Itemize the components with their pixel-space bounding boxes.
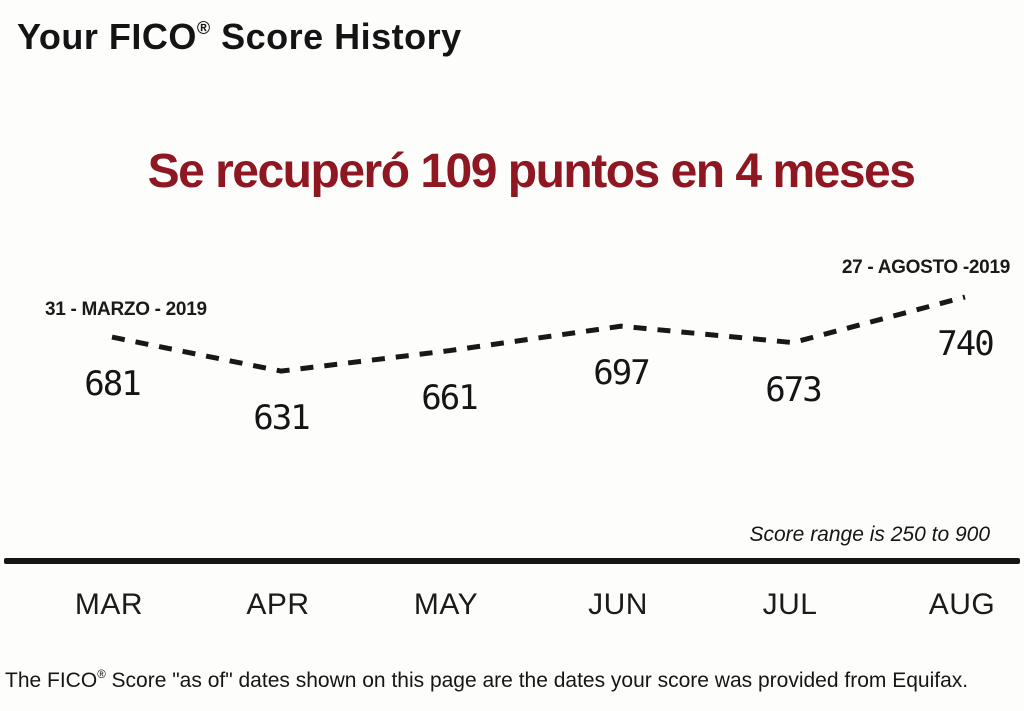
- annotation-start-date: 31 - MARZO - 2019: [45, 299, 207, 320]
- month-label: AUG: [928, 588, 996, 621]
- score-value-label: 631: [253, 398, 310, 439]
- headline-recovery-text: Se recuperó 109 puntos en 4 meses: [147, 145, 916, 198]
- score-value-label: 681: [84, 364, 141, 405]
- annotation-end-date: 27 - AGOSTO -2019: [841, 257, 1010, 278]
- score-range-note: Score range is 250 to 900: [749, 523, 991, 546]
- month-label: JUL: [762, 588, 818, 621]
- x-axis-line: [4, 558, 1020, 564]
- registered-trademark-icon: ®: [97, 669, 106, 681]
- month-label: MAY: [413, 588, 479, 621]
- footnote: The FICO® Score "as of" dates shown on t…: [5, 669, 968, 693]
- month-label: MAR: [74, 588, 144, 621]
- footnote-text: The FICO: [5, 669, 98, 692]
- score-value-label: 673: [765, 369, 822, 410]
- month-label: JUN: [588, 588, 648, 621]
- footnote-text-rest: Score "as of" dates shown on this page a…: [105, 669, 969, 692]
- score-value-label: 661: [421, 377, 478, 418]
- score-value-label: 740: [937, 324, 994, 364]
- page-title: Your FICO® Score History: [17, 16, 462, 58]
- page-title-text-rest: Score History: [210, 16, 462, 57]
- score-line: [111, 294, 966, 374]
- score-value-label: 697: [593, 353, 650, 394]
- month-label: APR: [246, 588, 310, 621]
- page-title-text: Your FICO: [17, 16, 197, 57]
- registered-trademark-icon: ®: [196, 18, 211, 38]
